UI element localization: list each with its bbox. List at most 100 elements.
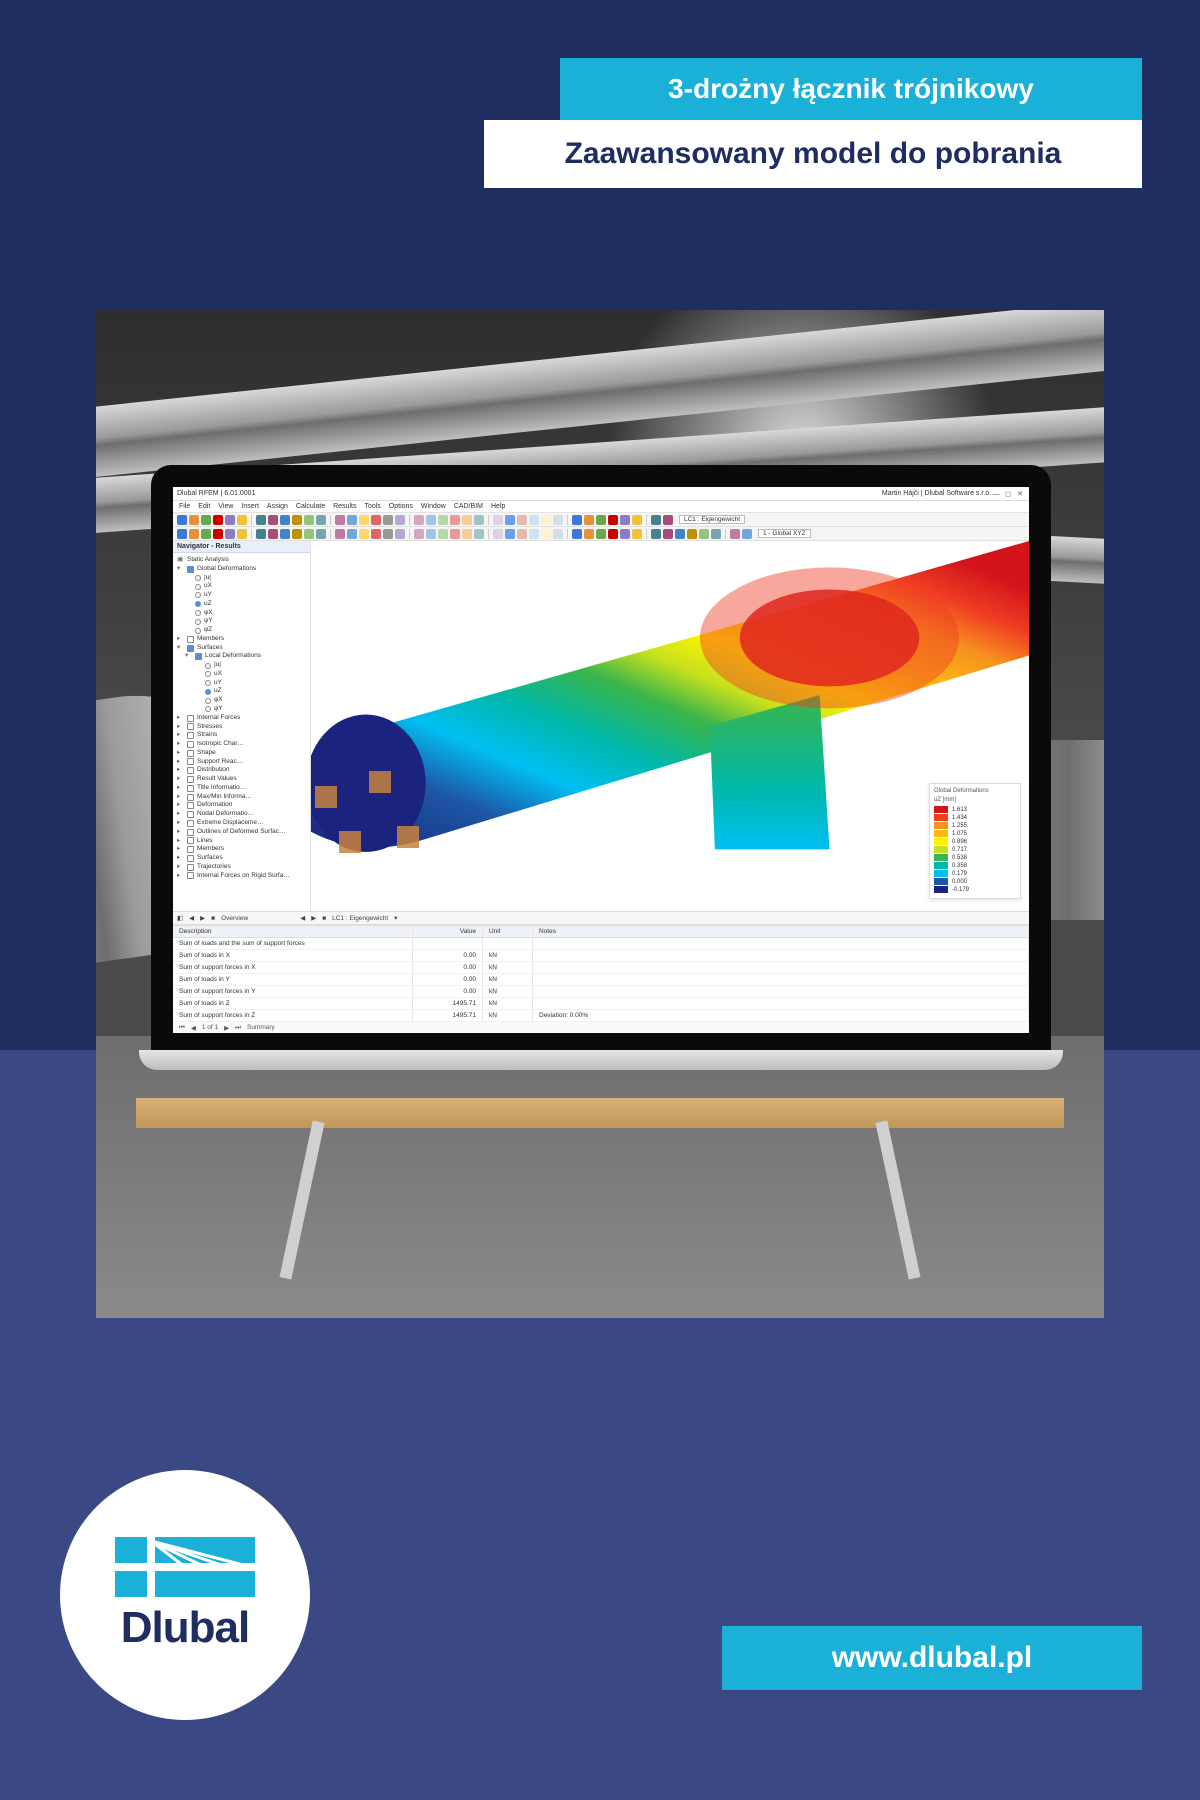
maximize-button[interactable]: ◻ — [1003, 490, 1013, 498]
toolbar-icon[interactable] — [675, 529, 685, 539]
toolbar-icon[interactable] — [371, 515, 381, 525]
tree-row[interactable]: φX — [177, 696, 306, 705]
toolbar-icon[interactable] — [505, 529, 515, 539]
toolbar-icon[interactable] — [177, 529, 187, 539]
toolbar-icon[interactable] — [553, 529, 563, 539]
menu-insert[interactable]: Insert — [241, 503, 259, 510]
toolbar-combo[interactable]: 1 - Global XYZ — [758, 529, 811, 538]
toolbar-icon[interactable] — [237, 515, 247, 525]
toolbar-icon[interactable] — [651, 529, 661, 539]
tree-row[interactable]: ▸Deformation — [177, 801, 306, 810]
toolbar-icon[interactable] — [730, 529, 740, 539]
overview-tab[interactable]: Overview — [221, 915, 248, 922]
menu-assign[interactable]: Assign — [267, 503, 288, 510]
menu-file[interactable]: File — [179, 503, 190, 510]
toolbar-icon[interactable] — [213, 515, 223, 525]
toolbar-icon[interactable] — [414, 515, 424, 525]
tree-row[interactable]: ▸Members — [177, 845, 306, 854]
toolbar-icon[interactable] — [474, 515, 484, 525]
toolbar-icon[interactable] — [359, 515, 369, 525]
tree-row[interactable]: uX — [177, 582, 306, 591]
toolbar-icon[interactable] — [450, 515, 460, 525]
toolbar-icon[interactable] — [201, 515, 211, 525]
toolbar-icon[interactable] — [517, 515, 527, 525]
toolbar-icon[interactable] — [189, 529, 199, 539]
menu-calculate[interactable]: Calculate — [296, 503, 325, 510]
toolbar-icon[interactable] — [438, 515, 448, 525]
menu-results[interactable]: Results — [333, 503, 356, 510]
menu-window[interactable]: Window — [421, 503, 446, 510]
tree-row[interactable]: ▾Local Deformations — [177, 652, 306, 661]
pager-next[interactable]: ▶ — [224, 1024, 229, 1032]
tree-row[interactable]: φZ — [177, 626, 306, 635]
toolbar-icon[interactable] — [256, 515, 266, 525]
tree-row[interactable]: ▾Global Deformations — [177, 565, 306, 574]
tree-row[interactable]: ▸Max/Min Informa… — [177, 793, 306, 802]
toolbar-icon[interactable] — [687, 529, 697, 539]
toolbar-icon[interactable] — [280, 529, 290, 539]
toolbar-icon[interactable] — [201, 529, 211, 539]
tree-row[interactable]: ▸Lines — [177, 837, 306, 846]
toolbar-icon[interactable] — [742, 529, 752, 539]
pager-prev[interactable]: ◀ — [191, 1024, 196, 1032]
toolbar-icon[interactable] — [572, 515, 582, 525]
tree-row[interactable]: ▸Nodal Deformatio… — [177, 810, 306, 819]
toolbar-icon[interactable] — [304, 515, 314, 525]
tree-row[interactable]: ▸Support Reac… — [177, 758, 306, 767]
toolbar-icon[interactable] — [663, 529, 673, 539]
tree-row[interactable]: ▸Internal Forces on Rigid Surfa… — [177, 872, 306, 881]
tree-row[interactable]: ▸Distribution — [177, 766, 306, 775]
toolbar-icon[interactable] — [505, 515, 515, 525]
tree-row[interactable]: ▸Surfaces — [177, 854, 306, 863]
tree-row[interactable]: uY — [177, 679, 306, 688]
toolbar-icon[interactable] — [632, 515, 642, 525]
tree-row[interactable]: ▸Internal Forces — [177, 714, 306, 723]
toolbar-icon[interactable] — [371, 529, 381, 539]
loadcase-combo[interactable]: LC1 : Eigengewicht — [332, 915, 388, 922]
toolbar-icon[interactable] — [553, 515, 563, 525]
toolbar-icon[interactable] — [268, 515, 278, 525]
toolbar-icon[interactable] — [237, 529, 247, 539]
toolbar-icon[interactable] — [347, 529, 357, 539]
toolbar-icon[interactable] — [304, 529, 314, 539]
toolbar-icon[interactable] — [596, 529, 606, 539]
toolbar-icon[interactable] — [529, 515, 539, 525]
toolbar-icon[interactable] — [256, 529, 266, 539]
tree-row[interactable]: uZ — [177, 687, 306, 696]
toolbar-icon[interactable] — [426, 529, 436, 539]
model-viewport[interactable]: Global Deformations uZ [mm] 1.6131.4341.… — [311, 541, 1029, 911]
toolbar-icon[interactable] — [292, 515, 302, 525]
toolbar-icon[interactable] — [584, 529, 594, 539]
toolbar-icon[interactable] — [651, 515, 661, 525]
toolbar-icon[interactable] — [268, 529, 278, 539]
tree-row[interactable]: ▸Outlines of Deformed Surfac… — [177, 828, 306, 837]
toolbar-icon[interactable] — [335, 515, 345, 525]
tree-row[interactable]: ▣Static Analysis — [177, 556, 306, 565]
menu-help[interactable]: Help — [491, 503, 505, 510]
tree-row[interactable]: |u| — [177, 574, 306, 583]
navigator-tree[interactable]: ▣Static Analysis▾Global Deformations|u|u… — [173, 553, 310, 883]
toolbar-icon[interactable] — [541, 529, 551, 539]
toolbar-icon[interactable] — [414, 529, 424, 539]
toolbar-icon[interactable] — [426, 515, 436, 525]
toolbar-icon[interactable] — [438, 529, 448, 539]
tree-row[interactable]: ▸Extreme Displaceme… — [177, 819, 306, 828]
toolbar-icon[interactable] — [395, 529, 405, 539]
tree-row[interactable]: uY — [177, 591, 306, 600]
toolbar-icon[interactable] — [316, 515, 326, 525]
toolbar-icon[interactable] — [699, 529, 709, 539]
tree-row[interactable]: ▸Title Informatio… — [177, 784, 306, 793]
pager-last[interactable]: ⏭ — [235, 1024, 241, 1032]
tree-row[interactable]: φY — [177, 705, 306, 714]
toolbar-icon[interactable] — [493, 515, 503, 525]
toolbar-icon[interactable] — [213, 529, 223, 539]
close-button[interactable]: ✕ — [1015, 490, 1025, 498]
toolbar-icon[interactable] — [541, 515, 551, 525]
toolbar-icon[interactable] — [383, 515, 393, 525]
toolbar-combo[interactable]: LC1 : Eigengewicht — [679, 515, 745, 524]
menu-edit[interactable]: Edit — [198, 503, 210, 510]
toolbar-icon[interactable] — [316, 529, 326, 539]
toolbar-icon[interactable] — [620, 515, 630, 525]
tree-row[interactable]: ▾Surfaces — [177, 644, 306, 653]
minimize-button[interactable]: — — [991, 491, 1001, 498]
